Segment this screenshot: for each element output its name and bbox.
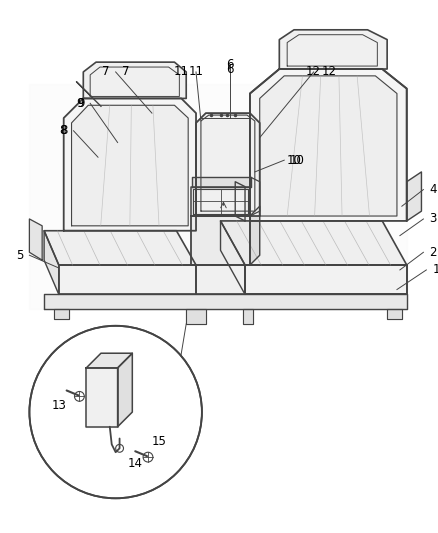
Text: 15: 15 (152, 435, 167, 448)
Polygon shape (220, 221, 407, 265)
Polygon shape (196, 113, 260, 216)
Polygon shape (220, 221, 245, 294)
Polygon shape (59, 265, 196, 294)
Polygon shape (191, 187, 250, 216)
Text: 11: 11 (188, 66, 204, 78)
Polygon shape (64, 99, 196, 231)
Polygon shape (387, 309, 402, 319)
Polygon shape (186, 309, 206, 324)
Text: 6: 6 (226, 58, 234, 70)
Text: 2: 2 (429, 246, 437, 259)
Polygon shape (118, 353, 132, 427)
Polygon shape (243, 309, 253, 324)
Text: 1: 1 (432, 263, 438, 277)
Text: 4: 4 (429, 183, 437, 196)
Polygon shape (118, 353, 132, 427)
Polygon shape (192, 177, 251, 187)
Text: 7: 7 (121, 66, 129, 78)
Text: 12: 12 (321, 66, 336, 78)
Text: 13: 13 (52, 399, 67, 411)
Polygon shape (260, 76, 397, 216)
Text: 9: 9 (77, 97, 84, 110)
Polygon shape (29, 84, 407, 309)
Text: 12: 12 (306, 66, 321, 78)
Text: 3: 3 (429, 213, 437, 225)
Text: 7: 7 (102, 66, 110, 78)
Text: 10: 10 (286, 154, 301, 167)
Polygon shape (83, 62, 186, 99)
Text: 8: 8 (59, 124, 67, 138)
Text: 8: 8 (60, 124, 67, 138)
Polygon shape (44, 294, 407, 309)
Circle shape (29, 326, 202, 498)
Polygon shape (245, 265, 407, 294)
Polygon shape (44, 231, 59, 294)
Polygon shape (235, 182, 245, 221)
Polygon shape (86, 368, 118, 427)
Text: 5: 5 (16, 249, 24, 262)
Text: 6: 6 (226, 62, 234, 76)
Polygon shape (54, 309, 69, 319)
Polygon shape (279, 30, 387, 69)
Polygon shape (44, 231, 196, 265)
Polygon shape (29, 219, 42, 260)
Polygon shape (86, 353, 132, 368)
Text: 9: 9 (76, 97, 83, 110)
Polygon shape (86, 353, 132, 368)
Polygon shape (196, 265, 245, 294)
Polygon shape (191, 216, 250, 265)
Polygon shape (250, 206, 260, 265)
Text: 10: 10 (290, 154, 305, 167)
Polygon shape (250, 69, 407, 221)
Polygon shape (71, 106, 188, 226)
Polygon shape (407, 172, 421, 221)
Polygon shape (86, 368, 118, 427)
Text: 14: 14 (128, 457, 143, 471)
Text: 11: 11 (174, 66, 189, 78)
